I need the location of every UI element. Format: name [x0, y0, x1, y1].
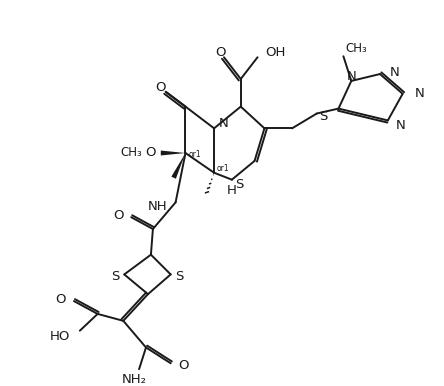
Text: OH: OH — [266, 46, 286, 59]
Text: H: H — [227, 184, 237, 197]
Text: CH₃: CH₃ — [120, 146, 142, 159]
Text: O: O — [215, 46, 225, 59]
Text: O: O — [178, 359, 189, 372]
Text: or1: or1 — [217, 164, 230, 173]
Text: HO: HO — [50, 330, 70, 343]
Text: N: N — [415, 87, 424, 100]
Text: NH: NH — [148, 200, 168, 213]
Text: O: O — [145, 146, 156, 159]
Text: S: S — [235, 178, 243, 191]
Text: O: O — [113, 209, 123, 222]
Text: CH₃: CH₃ — [345, 42, 367, 55]
Text: or1: or1 — [188, 151, 201, 159]
Text: N: N — [390, 66, 400, 79]
Polygon shape — [161, 151, 186, 156]
Text: N: N — [346, 69, 356, 83]
Text: N: N — [219, 117, 229, 130]
Polygon shape — [171, 153, 186, 179]
Text: S: S — [111, 270, 119, 283]
Text: N: N — [396, 119, 405, 132]
Text: S: S — [176, 270, 184, 283]
Text: NH₂: NH₂ — [122, 372, 147, 386]
Text: O: O — [56, 293, 66, 306]
Text: O: O — [155, 81, 166, 94]
Text: S: S — [319, 110, 327, 123]
